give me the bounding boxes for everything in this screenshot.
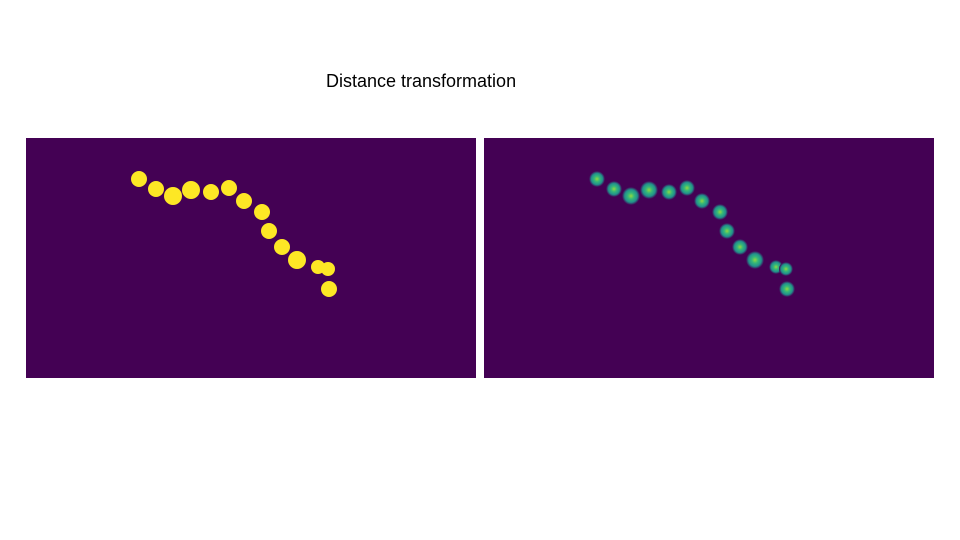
distance-blob	[589, 171, 605, 187]
mask-blob	[288, 251, 306, 269]
mask-blob	[182, 181, 200, 199]
binary-mask-image	[26, 138, 476, 378]
mask-blob	[321, 262, 335, 276]
distance-map-image	[484, 138, 934, 378]
distance-blob	[779, 281, 795, 297]
mask-blob	[254, 204, 270, 220]
distance-blob	[622, 187, 640, 205]
mask-blob	[221, 180, 237, 196]
mask-blob	[321, 281, 337, 297]
distance-blob	[746, 251, 764, 269]
distance-blob	[694, 193, 710, 209]
mask-blob	[131, 171, 147, 187]
mask-blob	[203, 184, 219, 200]
mask-blob	[261, 223, 277, 239]
mask-blob	[148, 181, 164, 197]
distance-blob	[732, 239, 748, 255]
distance-blob	[719, 223, 735, 239]
mask-blob	[274, 239, 290, 255]
distance-map-panel	[484, 138, 934, 378]
page-title: Distance transformation	[326, 71, 516, 92]
distance-blob	[606, 181, 622, 197]
distance-blob	[661, 184, 677, 200]
distance-blob	[640, 181, 658, 199]
distance-blob	[712, 204, 728, 220]
binary-mask-panel	[26, 138, 476, 378]
mask-blob	[164, 187, 182, 205]
distance-blob	[679, 180, 695, 196]
mask-blob	[236, 193, 252, 209]
distance-blob	[779, 262, 793, 276]
